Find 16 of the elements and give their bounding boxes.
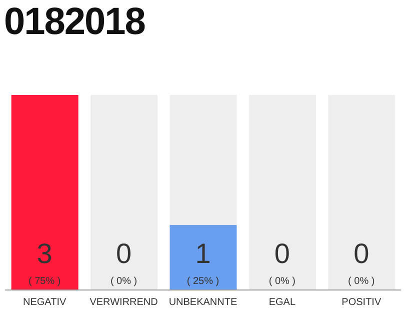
chart-title: 0182018	[4, 0, 145, 44]
annotation: ( 0% )	[268, 276, 297, 288]
data-label: ( 25% )	[186, 276, 220, 288]
annotation: 0	[273, 238, 291, 270]
x-tick-label: EGAL	[268, 297, 296, 308]
annotation: 0	[352, 238, 370, 270]
annotation: 0	[115, 238, 133, 270]
annotation: 3	[36, 238, 54, 270]
x-tick-label: POSITIV	[342, 297, 382, 308]
annotation: 1	[194, 238, 212, 270]
annotation: ( 0% )	[109, 276, 138, 288]
data-label: ( 75% )	[27, 276, 62, 288]
x-tick-label: UNBEKANNTE	[168, 297, 238, 308]
x-tick-label: VERWIRREND	[90, 297, 158, 308]
x-tick-label: NEGATIV	[23, 297, 67, 308]
annotation: ( 0% )	[347, 276, 376, 288]
